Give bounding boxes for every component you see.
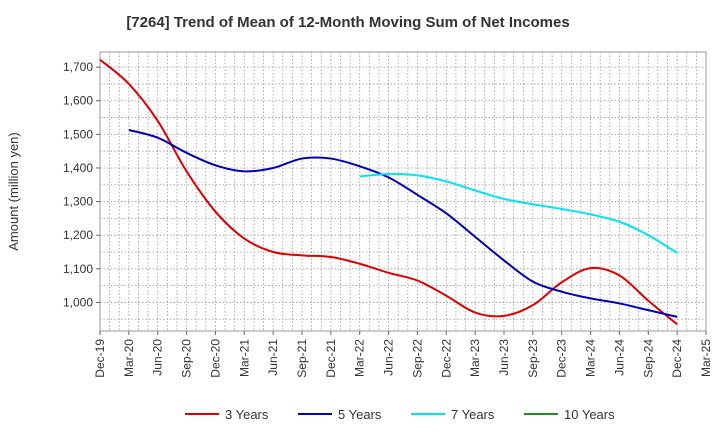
x-tick-label: Mar-23 xyxy=(468,339,482,377)
x-tick-label: Sep-22 xyxy=(410,339,424,378)
x-tick-label: Dec-24 xyxy=(670,339,684,378)
x-tick-label: Sep-20 xyxy=(180,339,194,378)
x-tick-label: Mar-25 xyxy=(699,339,713,377)
x-tick-label: Jun-24 xyxy=(612,339,626,376)
y-tick-label: 1,700 xyxy=(63,60,93,74)
x-axis: Dec-19 Mar-20 Jun-20 Sep-20 Dec-20 Mar-21 Jun-… xyxy=(93,331,713,378)
x-tick-label: Sep-24 xyxy=(641,339,655,378)
x-tick-label: Jun-20 xyxy=(151,339,165,376)
y-tick-label: 1,400 xyxy=(63,161,93,175)
x-tick-label: Dec-20 xyxy=(208,339,222,378)
x-tick-label: Jun-22 xyxy=(382,339,396,376)
series-line-5-years xyxy=(128,129,678,318)
x-tick-label: Dec-23 xyxy=(555,339,569,378)
y-axis-label: Amount (million yen) xyxy=(6,132,21,251)
legend-label-10-years: 10 Years xyxy=(564,407,615,422)
x-tick-label: Mar-20 xyxy=(122,339,136,377)
x-tick-label: Sep-23 xyxy=(526,339,540,378)
series-layer xyxy=(99,58,678,326)
grid-layer xyxy=(100,52,706,331)
y-axis: 1,000 1,100 1,200 1,300 1,400 1,500 1,600 1,700 xyxy=(63,60,100,309)
y-tick-label: 1,300 xyxy=(63,195,93,209)
chart-title: [7264] Trend of Mean of 12-Month Moving … xyxy=(126,14,570,31)
x-tick-label: Sep-21 xyxy=(295,339,309,378)
y-tick-label: 1,200 xyxy=(63,228,93,242)
series-line-3-years xyxy=(99,58,678,326)
legend-label-7-years: 7 Years xyxy=(451,407,495,422)
y-tick-label: 1,500 xyxy=(63,127,93,141)
x-tick-label: Dec-21 xyxy=(324,339,338,378)
x-tick-label: Dec-22 xyxy=(439,339,453,378)
x-tick-label: Mar-21 xyxy=(237,339,251,377)
y-tick-label: 1,600 xyxy=(63,94,93,108)
legend-label-5-years: 5 Years xyxy=(338,407,382,422)
x-tick-label: Mar-24 xyxy=(584,339,598,377)
x-tick-label: Jun-21 xyxy=(266,339,280,376)
x-tick-label: Dec-19 xyxy=(93,339,107,378)
legend: 3 Years 5 Years 7 Years 10 Years xyxy=(185,407,615,422)
series-line-7-years xyxy=(359,172,678,254)
x-tick-label: Mar-22 xyxy=(353,339,367,377)
plot-area-frame xyxy=(99,51,707,332)
x-tick-label: Jun-23 xyxy=(497,339,511,376)
y-tick-label: 1,100 xyxy=(63,262,93,276)
y-tick-label: 1,000 xyxy=(63,295,93,309)
legend-label-3-years: 3 Years xyxy=(225,407,269,422)
